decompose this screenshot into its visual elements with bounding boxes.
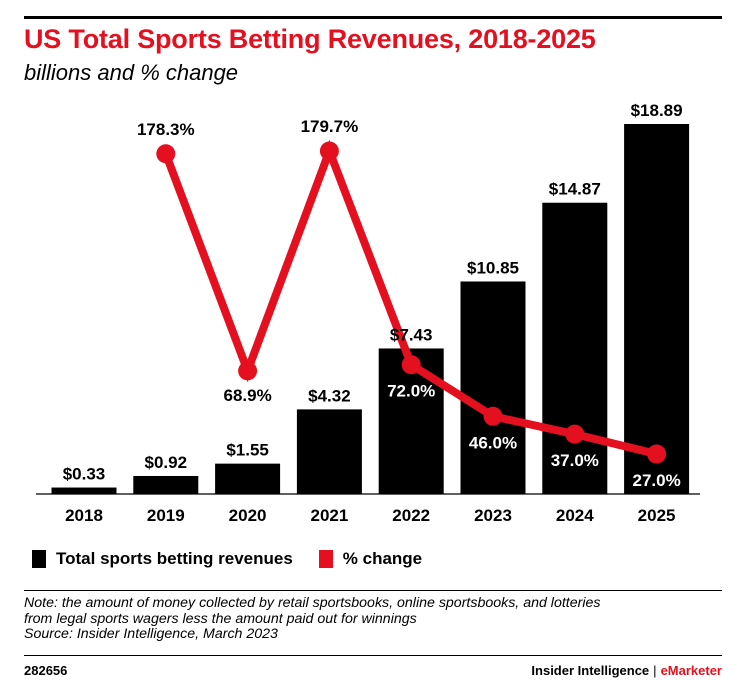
legend: Total sports betting revenues % change xyxy=(32,549,448,569)
x-tick-label: 2021 xyxy=(310,506,348,525)
divider-bottom xyxy=(24,655,722,656)
x-tick-label: 2024 xyxy=(556,506,594,525)
legend-swatch-revenue xyxy=(32,550,46,568)
bar-2023 xyxy=(460,281,526,494)
note-block: Note: the amount of money collected by r… xyxy=(24,595,724,643)
legend-swatch-change xyxy=(318,550,333,568)
note-source: Source: Insider Intelligence, March 2023 xyxy=(24,626,278,642)
chart-subtitle: billions and % change xyxy=(24,60,239,85)
brand-left: Insider Intelligence xyxy=(531,663,650,678)
pct-value-label: 72.0% xyxy=(387,382,435,401)
x-tick-label: 2025 xyxy=(638,506,676,525)
bar-2019 xyxy=(133,475,199,494)
divider-top xyxy=(24,590,722,591)
bar-2025 xyxy=(624,124,690,494)
chart-title: US Total Sports Betting Revenues, 2018-2… xyxy=(24,24,596,54)
pct-value-label: 46.0% xyxy=(469,433,517,452)
chart-id: 282656 xyxy=(24,663,68,678)
bar-value-label: $0.92 xyxy=(145,453,188,472)
bar-value-label: $0.33 xyxy=(63,465,106,484)
legend-item-change: % change xyxy=(318,549,423,569)
pct-value-label: 179.7% xyxy=(301,117,359,136)
bar-2020 xyxy=(215,463,281,494)
pct-value-label: 37.0% xyxy=(551,451,599,470)
pct-point-2024 xyxy=(565,424,585,444)
x-tick-label: 2020 xyxy=(229,506,267,525)
x-tick-label: 2019 xyxy=(147,506,185,525)
x-tick-label: 2022 xyxy=(392,506,430,525)
pct-point-2019 xyxy=(156,144,176,164)
labels-layer: $0.33 $0.92 $1.55 $4.32 $7.43 $10.85 $14.87 $18… xyxy=(63,101,683,490)
bar-2018 xyxy=(51,487,117,494)
axis-layer: 2018 2019 2020 2021 2022 2023 2024 2025 xyxy=(36,493,700,525)
legend-label-revenue: Total sports betting revenues xyxy=(56,549,293,568)
pct-point-2022 xyxy=(401,355,421,375)
legend-label-change: % change xyxy=(342,549,423,568)
pct-point-2023 xyxy=(483,406,503,426)
pct-point-2025 xyxy=(647,444,667,464)
pct-value-label: 27.0% xyxy=(632,471,680,490)
bar-value-label: $4.32 xyxy=(308,386,351,405)
brand: Insider Intelligence | eMarketer xyxy=(531,663,722,678)
note-line-2: from legal sports wagers less the amount… xyxy=(24,610,417,627)
bar-2021 xyxy=(296,409,362,494)
bars-layer xyxy=(51,124,690,495)
brand-right: eMarketer xyxy=(660,663,722,678)
bar-value-label: $7.43 xyxy=(390,325,433,344)
note-line-1: Note: the amount of money collected by r… xyxy=(24,595,601,611)
line-layer xyxy=(156,139,667,464)
pct-point-2021 xyxy=(319,141,339,161)
brand-separator: | xyxy=(653,663,657,678)
bar-value-label: $18.89 xyxy=(631,101,683,120)
top-rule xyxy=(24,16,722,19)
bar-2024 xyxy=(542,202,608,495)
bar-value-label: $10.85 xyxy=(467,258,519,277)
pct-value-label: 178.3% xyxy=(137,120,195,139)
chart-plot: 2018 2019 2020 2021 2022 2023 2024 2025 $0.33$0… xyxy=(36,101,700,525)
pct-point-2020 xyxy=(238,361,258,381)
x-tick-label: 2018 xyxy=(65,506,103,525)
x-tick-label: 2023 xyxy=(474,506,512,525)
legend-item-revenue: Total sports betting revenues xyxy=(32,549,293,569)
bar-value-label: $1.55 xyxy=(226,441,269,460)
bar-value-label: $14.87 xyxy=(549,180,601,199)
pct-value-label: 68.9% xyxy=(223,386,271,405)
